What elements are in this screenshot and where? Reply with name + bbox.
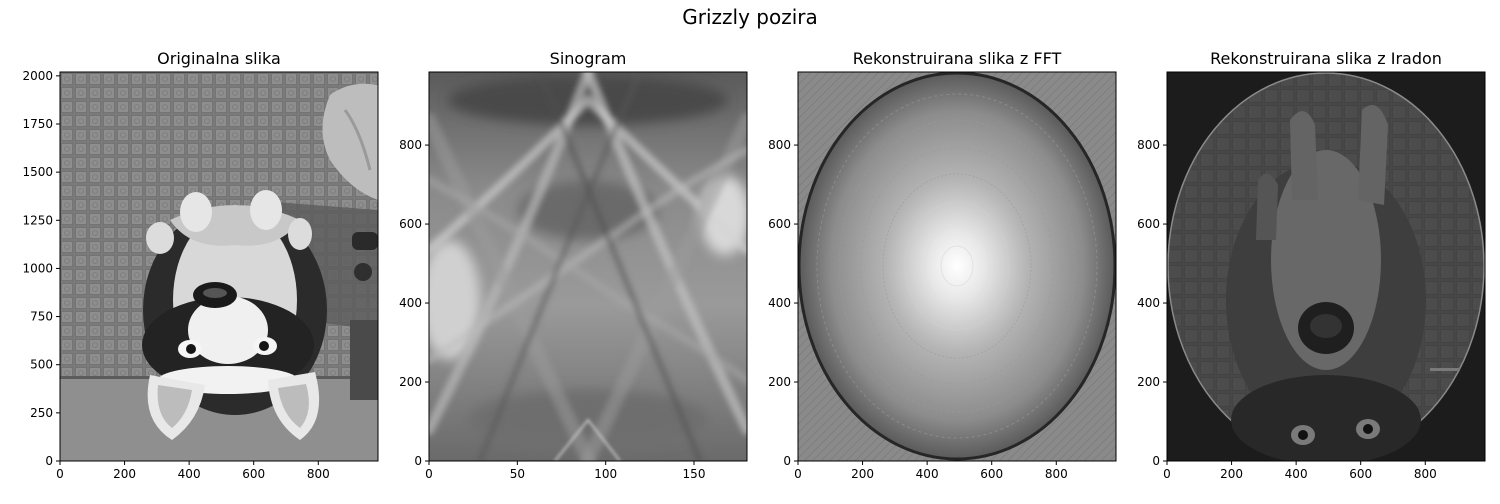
panel-3-image <box>798 72 1116 461</box>
panel-1-xtick-label: 200 <box>113 467 136 481</box>
panel-1-ytick-label: 1500 <box>22 165 53 179</box>
panel-1-ytick-label: 0 <box>45 454 53 468</box>
panel-1-xtick-label: 800 <box>307 467 330 481</box>
panel-2-xtick-label: 50 <box>510 467 525 481</box>
panel-1-ytick-label: 1000 <box>22 261 53 275</box>
panel-3-ytick-label: 0 <box>783 454 791 468</box>
panel-4-image <box>1167 72 1485 461</box>
panel-3-xtick-label: 800 <box>1045 467 1068 481</box>
panel-3-xtick-label: 400 <box>916 467 939 481</box>
figure-title: Grizzly pozira <box>682 5 818 29</box>
panel-4-xtick-label: 800 <box>1414 467 1437 481</box>
panel-2-ytick-label: 800 <box>399 138 422 152</box>
panel-1-image <box>60 72 378 461</box>
panel-3-frame <box>797 71 1117 462</box>
panel-1-title: Originalna slika <box>157 49 281 68</box>
panel-1-ytick-label: 1250 <box>22 213 53 227</box>
panel-4-ytick-label: 200 <box>1137 375 1160 389</box>
panel-3-title: Rekonstruirana slika z FFT <box>853 49 1062 68</box>
panel-3-ytick-label: 400 <box>768 296 791 310</box>
panel-1-xtick-label: 600 <box>242 467 265 481</box>
panel-1-xtick-label: 0 <box>56 467 64 481</box>
panel-2-ytick-label: 200 <box>399 375 422 389</box>
panel-4-ytick-label: 0 <box>1152 454 1160 468</box>
panel-2-frame <box>428 71 748 462</box>
panel-4-title: Rekonstruirana slika z Iradon <box>1210 49 1442 68</box>
panel-2-ytick-label: 0 <box>414 454 422 468</box>
panel-1-ytick-label: 1750 <box>22 117 53 131</box>
panel-4-ytick-label: 800 <box>1137 138 1160 152</box>
panel-1-ytick-label: 750 <box>30 310 53 324</box>
panel-1-ytick-label: 250 <box>30 406 53 420</box>
panel-3-ytick-label: 600 <box>768 217 791 231</box>
panel-1-frame <box>59 71 379 462</box>
panel-3-xtick-label: 0 <box>794 467 802 481</box>
panel-4-frame <box>1166 71 1486 462</box>
panel-2-image <box>429 72 747 461</box>
panel-1-xtick-label: 400 <box>178 467 201 481</box>
panel-2-xtick-label: 100 <box>594 467 617 481</box>
panel-4-ytick-label: 600 <box>1137 217 1160 231</box>
panel-3-ytick-label: 800 <box>768 138 791 152</box>
panel-4-ytick-label: 400 <box>1137 296 1160 310</box>
panel-4-xtick-label: 200 <box>1220 467 1243 481</box>
panel-4-xtick-label: 400 <box>1285 467 1308 481</box>
panel-1-ytick-label: 2000 <box>22 69 53 83</box>
panel-3-xtick-label: 200 <box>851 467 874 481</box>
panel-2-ytick-label: 400 <box>399 296 422 310</box>
panel-1-ytick-label: 500 <box>30 358 53 372</box>
panel-2-title: Sinogram <box>550 49 627 68</box>
panel-3-ytick-label: 200 <box>768 375 791 389</box>
panel-3-xtick-label: 600 <box>980 467 1003 481</box>
panel-4-xtick-label: 0 <box>1163 467 1171 481</box>
panel-4-xtick-label: 600 <box>1349 467 1372 481</box>
panel-2-ytick-label: 600 <box>399 217 422 231</box>
panel-2-xtick-label: 150 <box>683 467 706 481</box>
panel-2-xtick-label: 0 <box>425 467 433 481</box>
